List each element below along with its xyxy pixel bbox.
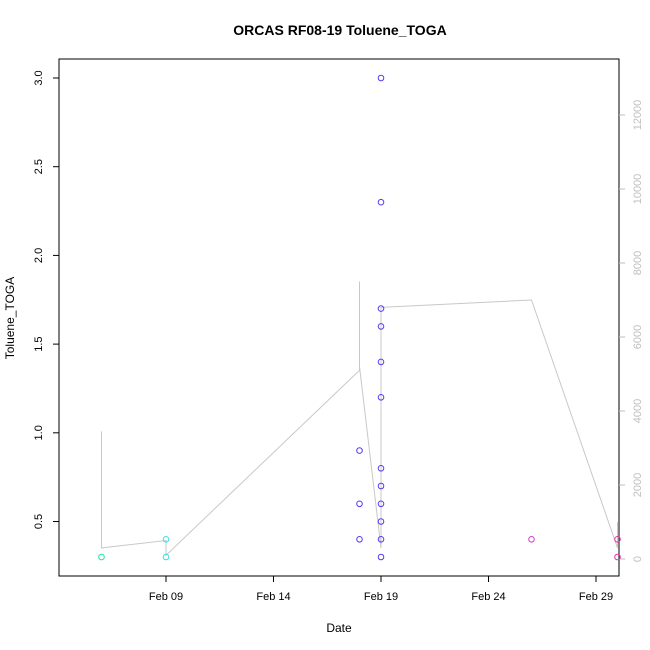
y-right-tick-label: 6000 [632, 325, 644, 349]
altitude-line [101, 281, 618, 557]
y-right-tick-label: 8000 [632, 251, 644, 275]
x-tick-label: Feb 29 [579, 591, 613, 603]
x-tick-label: Feb 09 [149, 591, 183, 603]
data-point [162, 553, 170, 561]
y-right-tick-label: 4000 [632, 399, 644, 423]
y-right-tick-label: 10000 [632, 174, 644, 205]
data-point [528, 536, 535, 543]
data-point [356, 447, 363, 454]
y-tick-label: 2.0 [33, 248, 45, 263]
data-point [377, 465, 385, 472]
data-point [614, 536, 621, 543]
data-point [377, 500, 385, 508]
data-point [377, 482, 385, 490]
y-right-tick-label: 0 [632, 556, 644, 562]
data-point [377, 394, 385, 401]
y-tick-label: 2.5 [33, 159, 45, 174]
x-tick-label: Feb 19 [364, 591, 398, 603]
data-point [377, 536, 385, 543]
data-point [377, 553, 385, 561]
data-point [377, 358, 385, 366]
data-point [98, 553, 105, 561]
y-tick-label: 1.0 [33, 425, 45, 440]
y-tick-label: 3.0 [33, 70, 45, 85]
data-point [356, 536, 363, 543]
y-axis-label: Toluene_TOGA [3, 277, 17, 360]
chart-marks: Feb 09 Feb 14 Feb 19 Feb 24 Feb 29 0.5 1.0 1.5 2… [33, 70, 644, 603]
y-tick-label: 0.5 [33, 514, 45, 529]
y-right-tick-label: 12000 [632, 100, 644, 131]
x-axis-label: Date [326, 621, 352, 635]
data-point [356, 500, 363, 508]
x-tick-label: Feb 14 [256, 591, 290, 603]
y-tick-label: 1.5 [33, 336, 45, 351]
x-tick-label: Feb 24 [471, 591, 505, 603]
data-point [377, 198, 385, 206]
data-point [377, 74, 385, 82]
data-point [162, 536, 170, 543]
data-point [614, 553, 621, 561]
chart-title: ORCAS RF08-19 Toluene_TOGA [233, 22, 446, 38]
data-point [377, 323, 385, 330]
data-point [377, 305, 385, 312]
data-point [377, 518, 385, 525]
plot-frame [58, 58, 620, 577]
y-right-tick-label: 2000 [632, 473, 644, 497]
